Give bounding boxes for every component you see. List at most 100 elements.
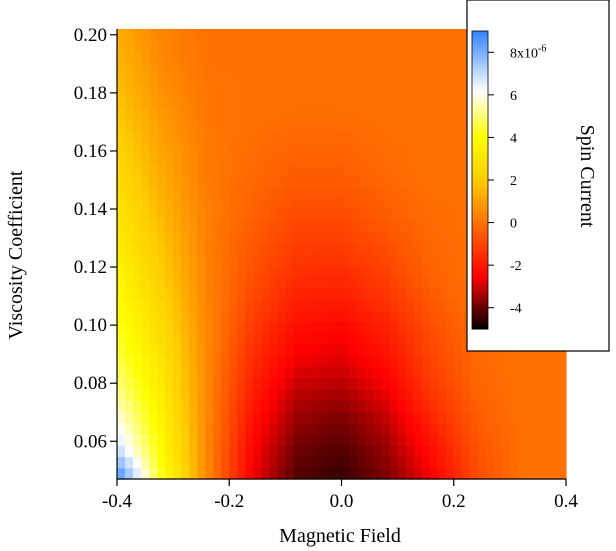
heatmap-cell xyxy=(325,231,335,244)
heatmap-cell xyxy=(413,389,423,401)
heatmap-cell xyxy=(133,445,142,458)
heatmap-cell xyxy=(157,242,166,255)
heatmap-cell xyxy=(117,310,126,323)
heatmap-cell xyxy=(189,220,198,233)
heatmap-cell xyxy=(357,400,367,413)
heatmap-cell xyxy=(341,310,351,323)
heatmap-cell xyxy=(189,456,198,469)
heatmap-cell xyxy=(301,231,311,244)
heatmap-cell xyxy=(285,74,294,86)
heatmap-cell xyxy=(325,40,335,53)
heatmap-cell xyxy=(429,434,439,446)
heatmap-cell xyxy=(221,242,230,255)
heatmap-cell xyxy=(221,96,230,109)
heatmap-cell xyxy=(453,186,463,199)
heatmap-cell xyxy=(453,141,463,154)
heatmap-cell xyxy=(357,445,367,458)
heatmap-cell xyxy=(285,287,294,300)
heatmap-cell xyxy=(333,321,343,334)
heatmap-cell xyxy=(421,411,431,424)
heatmap-cell xyxy=(229,276,238,289)
heatmap-cell xyxy=(293,220,303,233)
heatmap-cell xyxy=(357,85,367,98)
heatmap-cell xyxy=(381,96,391,109)
heatmap-cell xyxy=(221,389,230,401)
heatmap-cell xyxy=(557,434,567,446)
colorbar-segment xyxy=(472,112,488,116)
heatmap-cell xyxy=(229,119,238,131)
heatmap-cell xyxy=(333,445,343,458)
heatmap-cell xyxy=(197,186,206,199)
heatmap-cell xyxy=(437,85,447,98)
heatmap-cell xyxy=(117,220,126,233)
heatmap-cell xyxy=(157,231,166,244)
heatmap-cell xyxy=(501,377,511,390)
heatmap-cell xyxy=(253,366,262,379)
heatmap-cell xyxy=(413,62,423,75)
heatmap-cell xyxy=(149,467,158,480)
y-tick-label: 0.08 xyxy=(74,373,107,394)
heatmap-cell xyxy=(317,29,327,41)
colorbar-segment xyxy=(472,110,488,114)
heatmap-cell xyxy=(173,434,182,446)
heatmap-cell xyxy=(333,254,343,266)
heatmap-cell xyxy=(541,389,551,401)
heatmap-cell xyxy=(381,186,391,199)
heatmap-cell xyxy=(173,51,182,64)
heatmap-cell xyxy=(437,119,447,131)
heatmap-cell xyxy=(421,197,431,210)
heatmap-cell xyxy=(261,175,270,188)
heatmap-cell xyxy=(381,141,391,154)
colorbar-segment xyxy=(472,279,488,283)
colorbar-segment xyxy=(472,142,488,146)
heatmap-cell xyxy=(125,366,134,379)
heatmap-cell xyxy=(213,411,222,424)
heatmap-cell xyxy=(405,119,415,131)
colorbar-tick-label: 2 xyxy=(510,174,517,189)
heatmap-cell xyxy=(493,355,503,368)
x-tick-label: 0.0 xyxy=(330,491,354,512)
heatmap-cell xyxy=(429,220,439,233)
heatmap-cell xyxy=(341,85,351,98)
heatmap-cell xyxy=(421,29,431,41)
heatmap-cell xyxy=(525,467,535,480)
heatmap-cell xyxy=(229,332,238,345)
heatmap-cell xyxy=(373,254,383,266)
heatmap-cell xyxy=(533,445,543,458)
heatmap-cell xyxy=(293,456,303,469)
heatmap-cell xyxy=(165,186,174,199)
heatmap-cell xyxy=(333,107,343,120)
heatmap-cell xyxy=(461,377,471,390)
heatmap-cell xyxy=(541,456,551,469)
heatmap-cell xyxy=(277,254,286,266)
heatmap-cell xyxy=(213,164,222,176)
heatmap-cell xyxy=(173,209,182,221)
heatmap-cell xyxy=(349,299,359,311)
heatmap-cell xyxy=(197,197,206,210)
heatmap-cell xyxy=(333,265,343,278)
heatmap-cell xyxy=(349,310,359,323)
heatmap-cell xyxy=(317,276,327,289)
heatmap-cell xyxy=(197,400,206,413)
heatmap-cell xyxy=(421,422,431,435)
heatmap-cell xyxy=(421,175,431,188)
heatmap-cell xyxy=(429,242,439,255)
heatmap-cell xyxy=(437,366,447,379)
colorbar-tick-label: -2 xyxy=(510,259,522,274)
heatmap-cell xyxy=(213,422,222,435)
heatmap-cell xyxy=(165,467,174,480)
heatmap-cell xyxy=(301,276,311,289)
heatmap-cell xyxy=(237,141,246,154)
heatmap-cell xyxy=(421,321,431,334)
heatmap-cell xyxy=(525,377,535,390)
heatmap-cell xyxy=(189,276,198,289)
heatmap-cell xyxy=(277,332,286,345)
heatmap-cell xyxy=(333,456,343,469)
heatmap-cell xyxy=(309,411,319,424)
heatmap-cell xyxy=(413,220,423,233)
heatmap-cell xyxy=(309,287,319,300)
heatmap-cell xyxy=(125,220,134,233)
heatmap-cell xyxy=(325,197,335,210)
heatmap-cell xyxy=(429,366,439,379)
heatmap-cell xyxy=(413,130,423,143)
